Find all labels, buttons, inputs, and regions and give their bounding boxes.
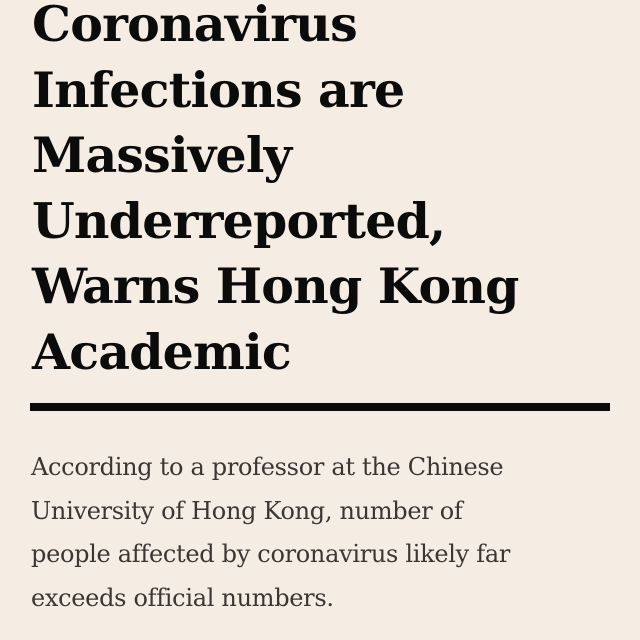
article-summary: According to a professor at the Chinese … [31,453,511,612]
article-headline: Coronavirus Infections are Massively Und… [32,0,519,381]
headline-divider [30,403,610,411]
